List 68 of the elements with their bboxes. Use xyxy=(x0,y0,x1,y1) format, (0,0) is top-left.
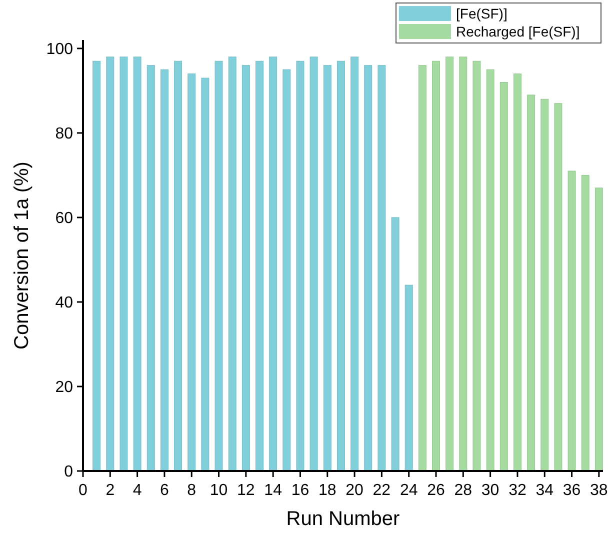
x-tick-label: 30 xyxy=(481,482,500,499)
x-tick-label: 16 xyxy=(291,482,310,499)
bar xyxy=(594,188,603,472)
bar xyxy=(228,56,236,472)
x-tick-label: 6 xyxy=(160,482,170,499)
x-tick-label: 32 xyxy=(508,482,526,499)
bar xyxy=(323,65,332,472)
bar xyxy=(500,82,508,472)
x-tick-label: 12 xyxy=(237,482,255,499)
bar xyxy=(214,60,223,472)
bar xyxy=(446,56,454,472)
x-tick-label: 18 xyxy=(318,482,336,499)
bar xyxy=(269,56,278,472)
legend-label: Recharged [Fe(SF)] xyxy=(456,23,580,40)
bar xyxy=(310,56,318,472)
bar xyxy=(296,60,304,472)
bar xyxy=(472,60,481,472)
bar xyxy=(568,170,576,472)
bar xyxy=(432,60,440,472)
x-tick-label: 34 xyxy=(536,482,554,499)
bar xyxy=(418,65,426,472)
x-tick-label: 2 xyxy=(106,482,115,499)
x-tick-label: 28 xyxy=(454,482,472,499)
bar xyxy=(92,60,101,472)
x-tick-label: 20 xyxy=(346,482,364,499)
bar xyxy=(378,65,386,472)
x-tick-label: 14 xyxy=(264,482,282,499)
legend-label: [Fe(SF)] xyxy=(456,5,508,22)
x-tick-label: 0 xyxy=(78,482,88,499)
bar xyxy=(188,74,196,472)
bar xyxy=(242,65,250,472)
bar xyxy=(513,74,522,472)
x-tick-label: 4 xyxy=(132,482,142,499)
x-tick-label: 38 xyxy=(590,482,608,499)
x-tick-label: 10 xyxy=(210,482,228,499)
bar xyxy=(581,174,590,472)
bar xyxy=(404,284,413,472)
bar xyxy=(554,103,562,472)
x-axis-title: Run Number xyxy=(286,508,400,530)
bar xyxy=(133,56,142,472)
bar xyxy=(106,56,114,472)
bar xyxy=(336,60,345,472)
y-tick-label: 60 xyxy=(55,210,74,228)
bar xyxy=(350,56,359,472)
bar xyxy=(486,69,494,472)
bar xyxy=(282,69,291,472)
x-tick-label: 24 xyxy=(400,482,418,499)
x-tick-label: 26 xyxy=(427,482,446,499)
bar xyxy=(146,65,155,472)
bar xyxy=(160,69,168,472)
bar xyxy=(256,60,264,472)
bar xyxy=(391,217,400,472)
y-axis-title: Conversion of 1a (%) xyxy=(11,162,33,350)
x-tick-label: 36 xyxy=(562,482,581,499)
bar xyxy=(540,98,549,472)
x-tick-label: 8 xyxy=(187,482,196,499)
bar xyxy=(364,65,372,472)
x-tick-label: 22 xyxy=(372,482,391,499)
y-tick-label: 100 xyxy=(46,41,74,58)
y-tick-label: 0 xyxy=(64,464,74,481)
bar xyxy=(120,56,128,472)
bar xyxy=(201,78,210,472)
bar xyxy=(459,56,468,472)
bar xyxy=(174,60,182,472)
y-tick-label: 80 xyxy=(55,126,74,143)
y-tick-label: 40 xyxy=(55,294,74,312)
y-tick-label: 20 xyxy=(55,379,74,396)
bar xyxy=(527,94,536,472)
